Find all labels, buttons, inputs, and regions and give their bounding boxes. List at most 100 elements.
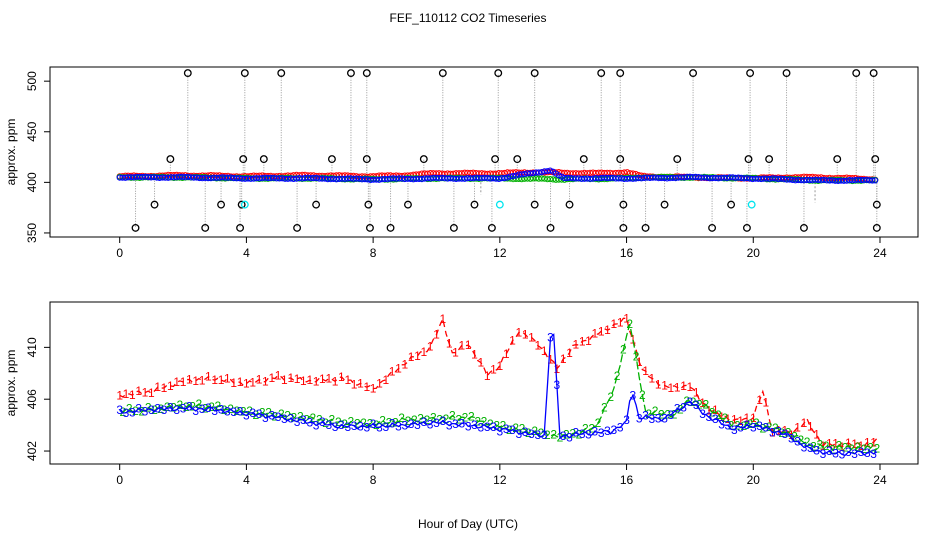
top-series-3-point xyxy=(273,175,280,182)
bottom-series-1-marker: 1 xyxy=(813,427,820,441)
bottom-series-3-marker: 3 xyxy=(706,410,713,424)
bottom-series-1-marker: 1 xyxy=(325,372,332,386)
top-series-3-point xyxy=(202,174,209,181)
top-series-3-point xyxy=(150,174,157,181)
outlier-point xyxy=(312,200,321,209)
bottom-series-3-marker: 3 xyxy=(623,413,630,427)
bottom-series-1-marker: 1 xyxy=(699,396,706,410)
top-series-3-point xyxy=(658,174,665,182)
bottom-series-1-marker: 1 xyxy=(661,378,668,392)
bottom-series-2-marker: 2 xyxy=(360,416,367,430)
outlier-point xyxy=(872,223,881,232)
bottom-series-3-marker: 3 xyxy=(566,431,573,445)
top-series-3-point xyxy=(381,175,388,183)
top-series-3-point xyxy=(319,175,326,182)
bottom-series-2-marker: 2 xyxy=(848,442,855,456)
bottom-series-2-marker: 2 xyxy=(702,398,709,412)
outlier-point xyxy=(150,200,159,209)
x-tick-label: 20 xyxy=(747,473,761,487)
bottom-series-3-marker: 3 xyxy=(769,426,776,440)
bottom-series-3-marker: 3 xyxy=(154,402,161,416)
bottom-series-3-marker: 3 xyxy=(687,395,694,409)
top-series-3-point xyxy=(185,173,192,180)
bottom-series-1-marker: 1 xyxy=(617,316,624,330)
bottom-series-3-marker: 3 xyxy=(224,405,231,419)
bottom-series-1-marker: 1 xyxy=(452,346,459,360)
bottom-series-1-marker: 1 xyxy=(503,347,510,361)
bottom-series-3-marker: 3 xyxy=(205,401,212,415)
bottom-series-2-marker: 2 xyxy=(367,417,374,431)
bottom-series-1-marker: 1 xyxy=(300,374,307,388)
bottom-series-2-marker: 2 xyxy=(595,416,602,430)
bottom-series-2-marker: 2 xyxy=(842,440,849,454)
bottom-series-2-marker: 2 xyxy=(170,401,177,415)
bottom-series-3-marker: 3 xyxy=(598,426,605,440)
top-series-3-point xyxy=(860,177,867,184)
top-series-3-point xyxy=(256,175,263,182)
top-series-3-point xyxy=(250,175,257,182)
bottom-series-3-marker: 3 xyxy=(630,389,637,403)
bottom-series-1-marker: 1 xyxy=(687,380,694,394)
bottom-series-1-marker: 1 xyxy=(725,412,732,426)
top-series-1-point xyxy=(461,169,468,176)
bottom-series-1-marker: 1 xyxy=(186,373,193,387)
bottom-series-1-marker: 1 xyxy=(129,388,136,402)
outlier-point xyxy=(491,155,500,164)
outlier-point xyxy=(240,69,249,78)
bottom-series-2-marker: 2 xyxy=(531,424,538,438)
bottom-series-3-marker: 3 xyxy=(401,418,408,432)
bottom-series-3-marker: 3 xyxy=(389,417,396,431)
top-series-3-point xyxy=(213,174,220,181)
top-series-2-point xyxy=(544,176,551,183)
bottom-series-3-marker: 3 xyxy=(344,420,351,434)
bottom-series-2-marker: 2 xyxy=(202,402,209,416)
top-series-3-point xyxy=(629,175,637,182)
bottom-series-3-marker: 3 xyxy=(427,417,434,431)
top-series-2-point xyxy=(547,176,554,183)
top-series-3-point xyxy=(518,171,525,178)
bottom-series-3-marker: 3 xyxy=(573,426,580,440)
bottom-series-1-marker: 1 xyxy=(275,368,282,382)
bottom-series-2-marker: 2 xyxy=(335,415,342,429)
x-tick-label: 8 xyxy=(370,246,377,260)
top-series-3-point xyxy=(279,175,286,182)
bottom-series-3-marker: 3 xyxy=(376,420,383,434)
bottom-series-1-marker: 1 xyxy=(230,376,237,390)
top-series-3-point xyxy=(470,175,477,182)
top-series-3-point xyxy=(156,174,163,181)
bottom-series-1-marker: 1 xyxy=(249,376,256,390)
bottom-series-3-marker: 3 xyxy=(135,401,142,415)
bottom-series-1-marker: 1 xyxy=(344,373,351,387)
top-series-3-point xyxy=(515,171,522,178)
x-tick-label: 24 xyxy=(873,473,887,487)
bottom-series-3-marker: 3 xyxy=(313,418,320,432)
top-series-3-point xyxy=(413,175,420,182)
top-series-3-point xyxy=(173,174,180,181)
top-series-3-point xyxy=(541,168,548,175)
bottom-series-3-marker: 3 xyxy=(642,409,649,423)
bottom-series-2-marker: 2 xyxy=(835,439,842,453)
outlier-point xyxy=(236,223,245,232)
bottom-plot-frame xyxy=(49,301,919,465)
bottom-series-3-marker: 3 xyxy=(142,404,149,418)
top-series-3-point xyxy=(783,176,790,183)
top-series-3-point xyxy=(558,173,565,180)
outlier-point xyxy=(366,223,374,232)
bottom-series-3-marker: 3 xyxy=(661,411,668,425)
top-series-3-point xyxy=(364,176,371,183)
top-series-3-point xyxy=(236,175,243,182)
top-series-3-point xyxy=(792,177,799,184)
top-series-3-point xyxy=(242,175,249,182)
outlier-point xyxy=(237,200,246,209)
bottom-series-1-marker: 1 xyxy=(458,338,465,352)
outlier-point xyxy=(487,223,496,232)
bottom-series-3-marker: 3 xyxy=(509,423,516,437)
top-series-1-point xyxy=(567,170,574,177)
top-series-3-point xyxy=(695,174,702,181)
bottom-series-2-marker: 2 xyxy=(804,435,811,449)
y-tick-label: 500 xyxy=(25,71,39,91)
bottom-series-2-marker: 2 xyxy=(620,343,627,357)
top-series-3-point xyxy=(638,175,645,182)
top-series-3-point xyxy=(224,174,232,181)
bottom-series-3-marker: 3 xyxy=(864,446,871,460)
